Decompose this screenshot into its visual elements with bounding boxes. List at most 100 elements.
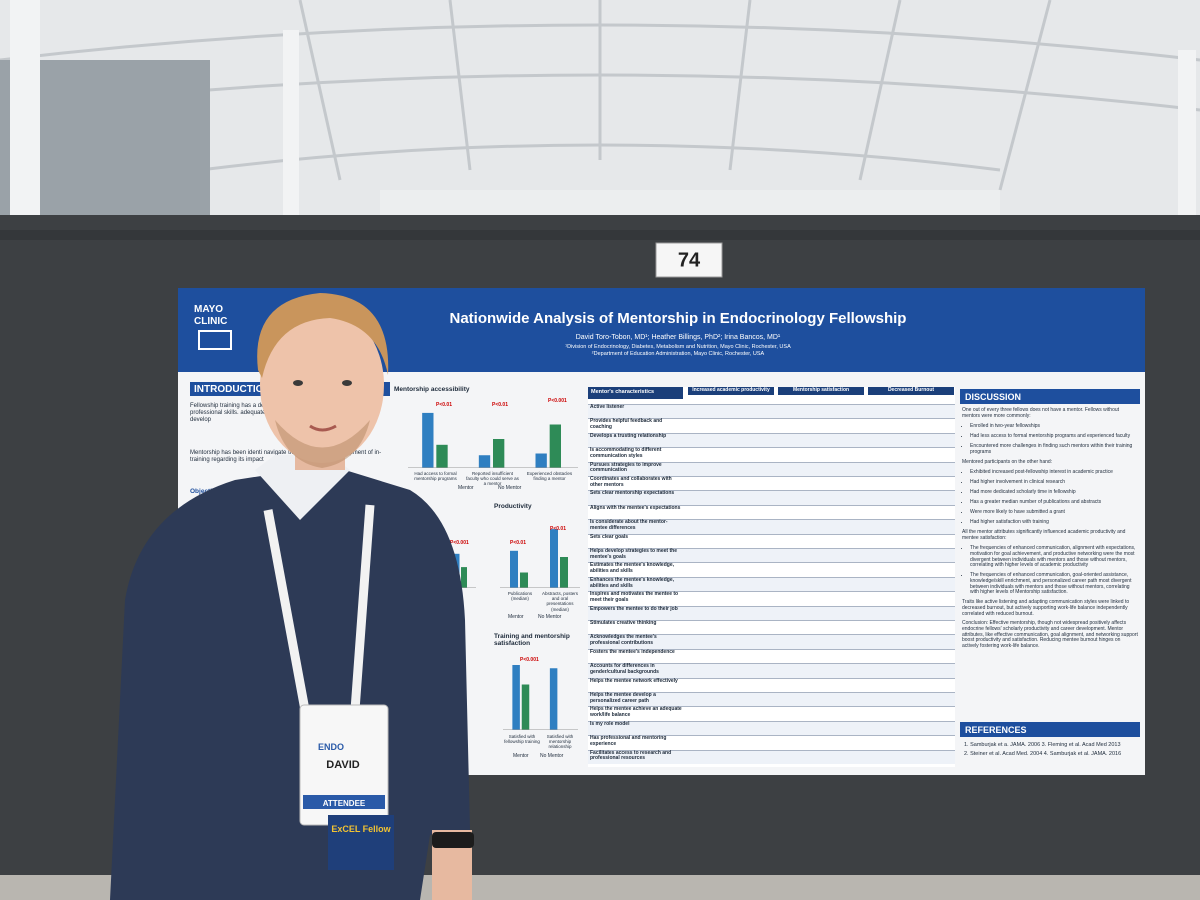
smile [309,424,337,432]
table-row-band [588,432,955,448]
table-row-label: Enhances the mentee's knowledge, abiliti… [590,576,674,589]
table-row-rule [588,648,955,650]
x-tick-label: Had access to formal mentorship programs [414,471,457,482]
table-row-band [588,605,955,620]
decorative-bar [535,453,547,468]
x-tick-label: Experienced obstacles finding a mentor [526,471,573,482]
table-row-rule [588,634,955,635]
beard [275,420,370,468]
intro-subheading: Objecti [190,488,213,495]
table-row-label: Helps the mentee network effectively [590,677,678,684]
x-tick-label: Satisfied with mentorship relationship [546,734,574,750]
decorative-bar [436,444,448,468]
table-row-label: Estimates the mentee's knowledge, abilit… [590,562,674,575]
discussion-bullet: Had higher involvement in clinical resea… [970,479,1138,486]
table-row-label: Accounts for differences in gender/cultu… [590,663,659,675]
x-tick-label: Satisfied with fellowship training [504,734,540,745]
p-value: P<0.01 [550,526,566,532]
table-row-band [588,519,955,534]
decorative-bar [510,550,518,588]
table-row-label: Is my role model [590,720,630,727]
table-header [588,387,683,399]
table-row-rule [588,533,955,535]
column [283,30,299,225]
decorative-bar [549,424,561,468]
decorative-bar [478,455,491,468]
table-row-rule [588,504,955,506]
table-row-rule [588,519,955,520]
chart-plot [503,665,578,730]
decorative-bar [549,668,558,730]
table-row-rule [588,432,955,434]
badge-stripe [303,795,385,809]
table-row-label: Active listener [590,404,625,410]
face [260,307,384,463]
table-row-label: Helps the mentee develop a personalized … [590,692,656,704]
table-row-band [588,720,955,736]
eye [293,380,303,386]
table-row-rule [588,461,955,463]
table-row-label: Helps the mentee achieve an adequate wor… [590,706,682,719]
discussion-bullet: Encountered more challenges in finding s… [970,443,1138,456]
table-row-label: Empowers the mentee to do their job [590,605,678,612]
legend-entry: Mentor [508,614,524,620]
badge-event: ENDO [318,742,344,752]
table-row-label: Sets clear mentorship expectations [590,490,675,497]
chart-title: Mentorship accessibility [394,386,470,393]
discussion-text: Mentored participants on the other hand: [962,459,1053,465]
intro-text: Mentorship has been identi navigate thos… [190,450,382,463]
table-row-band [588,692,955,707]
table-row-band [588,490,955,505]
section-header [960,722,1140,737]
discussion-conclusion: Conclusion: Effective mentorship, though… [962,620,1138,649]
discussion-bullet: Had less access to formal mentorship pro… [970,433,1138,440]
section-heading: DISCUSSION [965,392,1022,402]
decorative-bar [550,529,558,588]
decorative-bar [520,572,528,588]
column [10,0,40,220]
chart-title: Training and mentorship satisfaction [494,633,570,648]
legend-entry: No Mentor [498,485,522,491]
p-value: P<0.001 [520,657,539,663]
section-heading: REFERENCES [965,725,1027,735]
table-row-rule [588,447,955,448]
chart-title: Productivity [494,503,532,510]
decorative-bar [422,412,434,468]
p-value: P<0.001 [548,398,567,404]
decorative-bar [512,665,520,730]
badge-role: ATTENDEE [323,799,366,808]
discussion-text: Traits like active listening and adaptin… [962,599,1130,617]
section-header [960,389,1140,404]
hair [257,293,389,378]
discussion-bullet: Had more dedicated scholarly time in fel… [970,489,1138,496]
discussion-bullet: Has a greater median number of publicati… [970,499,1138,506]
sweater [110,470,470,900]
table-row-band [588,576,955,592]
table-row-rule [588,749,955,751]
poster-title: Nationwide Analysis of Mentorship in End… [449,310,907,327]
discussion-text: One out of every three fellows does not … [962,407,1120,419]
booth-sign [655,242,723,278]
reference: 1. Samburjak et a. JAMA. 2006 3. Fleming… [964,742,1121,748]
chart-plot [500,529,580,588]
legend-entry: Mentor [458,485,474,491]
discussion-bullet: Had higher satisfaction with training [970,519,1138,526]
table-heading: Mentorship satisfaction [792,387,850,393]
discussion-bullet: The frequencies of enhanced communicatio… [970,572,1138,596]
table-row-rule [588,692,955,693]
legend-entry: No Mentor [538,614,562,620]
poster-affiliation: ¹Division of Endocrinology, Diabetes, Me… [565,344,791,350]
chart-plot [408,412,578,468]
poster-authors: David Toro-Tobon, MD¹; Heather Billings,… [575,334,781,341]
table-row-rule [588,576,955,578]
table-row-rule [588,418,955,419]
table-header [868,387,954,395]
booth-number: 74 [678,249,701,271]
table-row-label: Is considerate about the mentor-mentee d… [590,519,668,531]
decorative-bar [521,684,530,730]
board-edge [0,230,1200,240]
table-row-label: Acknowledges the mentee's professional c… [590,634,657,647]
table-row-rule [588,548,955,549]
